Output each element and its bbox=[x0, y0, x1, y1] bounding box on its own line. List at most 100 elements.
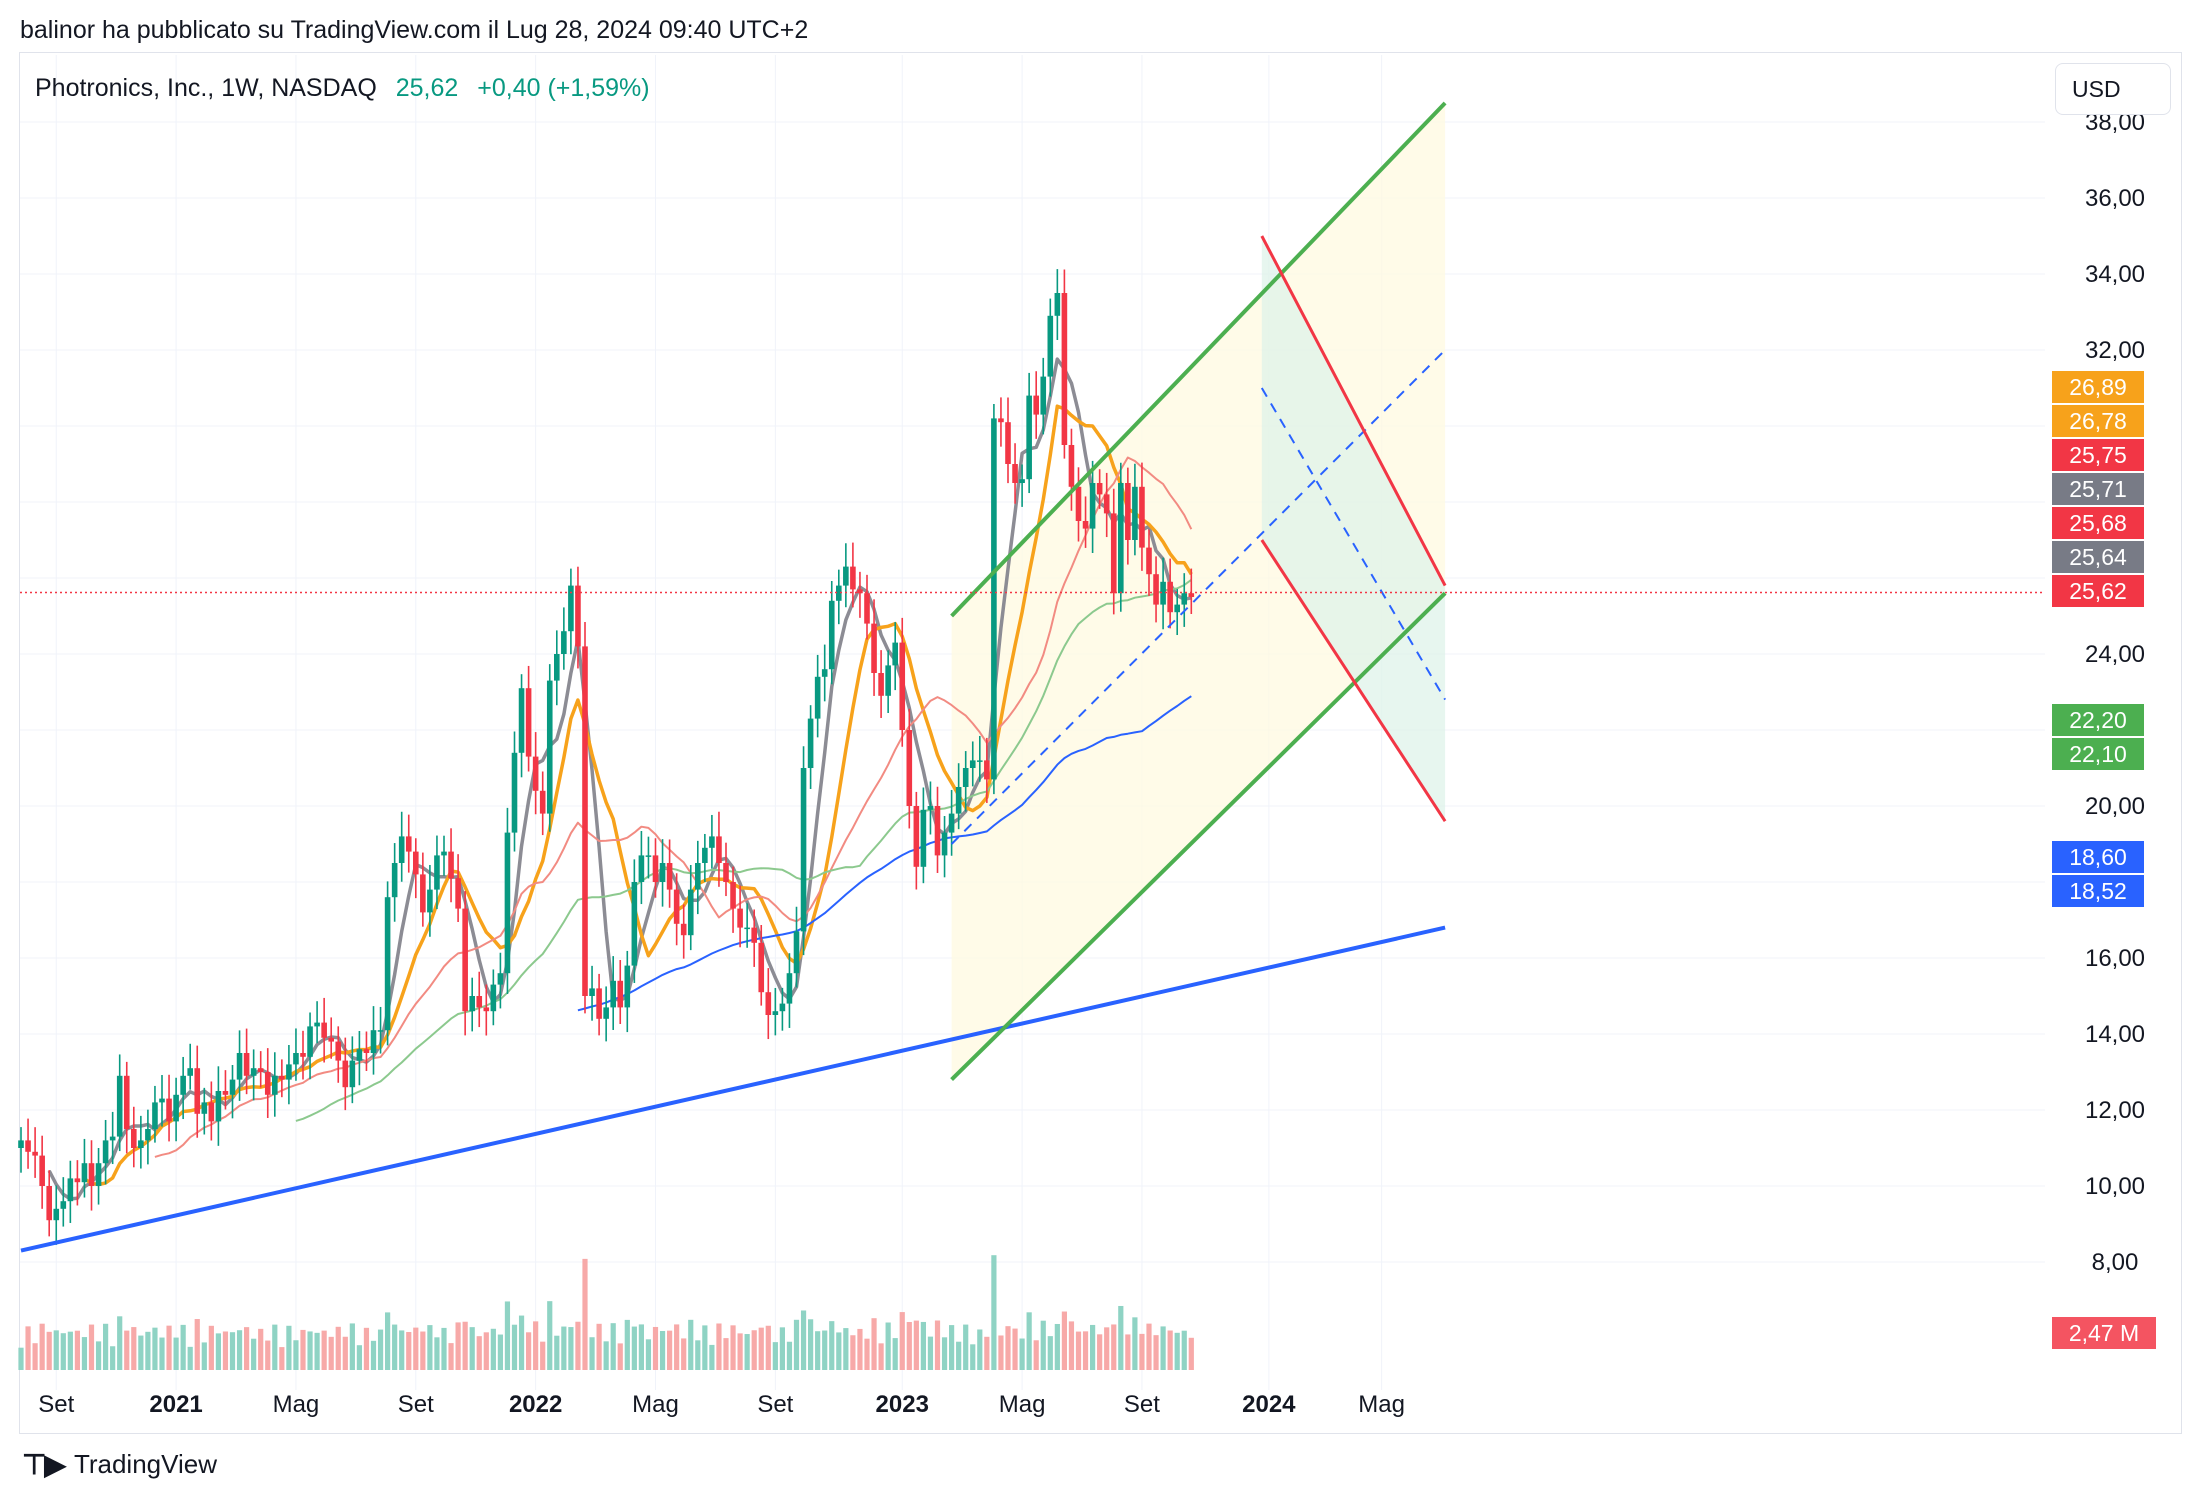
candlestick bbox=[1047, 298, 1054, 397]
candlestick bbox=[716, 811, 722, 887]
candlestick bbox=[546, 664, 553, 832]
candlestick bbox=[906, 708, 913, 829]
volume-bar bbox=[540, 1341, 546, 1370]
price-badge: 25,68 bbox=[2052, 507, 2144, 539]
candle-body bbox=[1174, 604, 1180, 613]
candlestick bbox=[962, 751, 969, 812]
candle-body bbox=[885, 665, 891, 696]
volume-bar bbox=[201, 1342, 207, 1370]
candlestick bbox=[420, 852, 426, 927]
candlestick bbox=[307, 1012, 313, 1080]
volume-bar bbox=[1054, 1323, 1060, 1370]
candle-body bbox=[123, 1075, 130, 1129]
candlestick bbox=[1019, 464, 1025, 507]
volume-bar bbox=[342, 1336, 348, 1370]
candle-body bbox=[991, 418, 997, 780]
volume-bar bbox=[448, 1343, 454, 1370]
candle-body bbox=[1118, 483, 1124, 594]
volume-bar bbox=[1139, 1333, 1145, 1370]
volume-bar bbox=[934, 1320, 941, 1370]
volume-bar bbox=[103, 1323, 109, 1370]
volume-bar bbox=[645, 1339, 652, 1370]
candle-body bbox=[554, 654, 560, 681]
volume-bar bbox=[716, 1323, 722, 1370]
y-tick-label: 16,00 bbox=[2085, 945, 2145, 972]
volume-bar bbox=[131, 1327, 137, 1370]
volume-badge-bg bbox=[2052, 1317, 2156, 1349]
candle-body bbox=[391, 863, 398, 898]
candle-body bbox=[293, 1053, 299, 1065]
volume-bar bbox=[1068, 1321, 1075, 1370]
candle-body bbox=[476, 996, 483, 1008]
candlestick bbox=[807, 705, 814, 790]
candle-body bbox=[652, 855, 659, 882]
volume-bar bbox=[652, 1326, 659, 1370]
candlestick bbox=[455, 854, 461, 923]
volume-bar bbox=[504, 1301, 511, 1370]
candle-body bbox=[772, 1011, 779, 1015]
candle-body bbox=[659, 863, 666, 882]
candlestick bbox=[511, 731, 518, 852]
volume-bar bbox=[1033, 1340, 1039, 1370]
volume-bar bbox=[631, 1326, 637, 1370]
volume-bar bbox=[984, 1336, 990, 1370]
volume-bar bbox=[779, 1327, 785, 1370]
candlestick bbox=[1153, 556, 1159, 623]
price-badge-label: 18,52 bbox=[2069, 878, 2127, 904]
volume-bar bbox=[427, 1325, 433, 1370]
candlestick bbox=[885, 650, 891, 713]
price-badge: 25,71 bbox=[2052, 473, 2144, 505]
candle-body bbox=[116, 1075, 123, 1137]
volume-bar bbox=[596, 1323, 602, 1370]
volume-bar bbox=[518, 1315, 525, 1370]
x-tick-label: 2021 bbox=[149, 1391, 202, 1418]
volume-bar bbox=[483, 1332, 489, 1370]
candlestick bbox=[441, 835, 447, 876]
candlestick bbox=[152, 1085, 158, 1143]
price-badge-label: 26,89 bbox=[2069, 374, 2127, 400]
price-badge-bg bbox=[2052, 371, 2144, 403]
candle-body bbox=[342, 1060, 349, 1088]
candle-body bbox=[455, 878, 461, 909]
candle-body bbox=[264, 1072, 271, 1095]
candle-body bbox=[67, 1178, 74, 1202]
candlestick bbox=[991, 403, 997, 795]
candle-body bbox=[850, 566, 856, 590]
candle-body bbox=[1068, 445, 1075, 487]
candlestick bbox=[899, 617, 906, 747]
volume-bar bbox=[307, 1331, 313, 1370]
volume-bar bbox=[1047, 1336, 1053, 1370]
volume-bar bbox=[885, 1322, 891, 1370]
red-channel-upper-line bbox=[1260, 235, 1447, 587]
volume-bar bbox=[88, 1324, 95, 1370]
symbol-legend[interactable]: Photronics, Inc., 1W, NASDAQ 25,62 +0,40… bbox=[35, 74, 650, 103]
candle-body bbox=[1181, 593, 1188, 605]
candlestick bbox=[575, 566, 581, 669]
volume-bar bbox=[857, 1328, 863, 1370]
candlestick bbox=[680, 904, 687, 959]
volume-bar bbox=[836, 1332, 842, 1370]
candlestick bbox=[673, 873, 680, 946]
candlestick bbox=[187, 1043, 193, 1090]
brand-name: TradingView bbox=[73, 1449, 218, 1479]
currency-selector[interactable]: USD bbox=[2055, 63, 2171, 115]
volume-bar bbox=[1097, 1334, 1103, 1370]
candlestick bbox=[554, 630, 560, 706]
candle-body bbox=[695, 863, 701, 890]
candle-body bbox=[159, 1098, 165, 1103]
y-tick-label: 10,00 bbox=[2085, 1173, 2145, 1200]
volume-bar bbox=[152, 1327, 158, 1370]
symbol-title[interactable]: Photronics, Inc., 1W, NASDAQ bbox=[35, 74, 377, 102]
volume-bar bbox=[624, 1319, 630, 1370]
candle-body bbox=[166, 1098, 172, 1122]
volume-bar bbox=[1012, 1328, 1018, 1370]
candlestick bbox=[751, 909, 757, 967]
last-price: 25,62 bbox=[395, 74, 459, 102]
candle-body bbox=[307, 1026, 313, 1057]
candlestick bbox=[955, 763, 962, 830]
price-badge: 25,75 bbox=[2052, 439, 2144, 471]
volume-bar bbox=[1090, 1324, 1096, 1370]
candlestick bbox=[744, 903, 750, 948]
candlestick bbox=[568, 568, 574, 655]
